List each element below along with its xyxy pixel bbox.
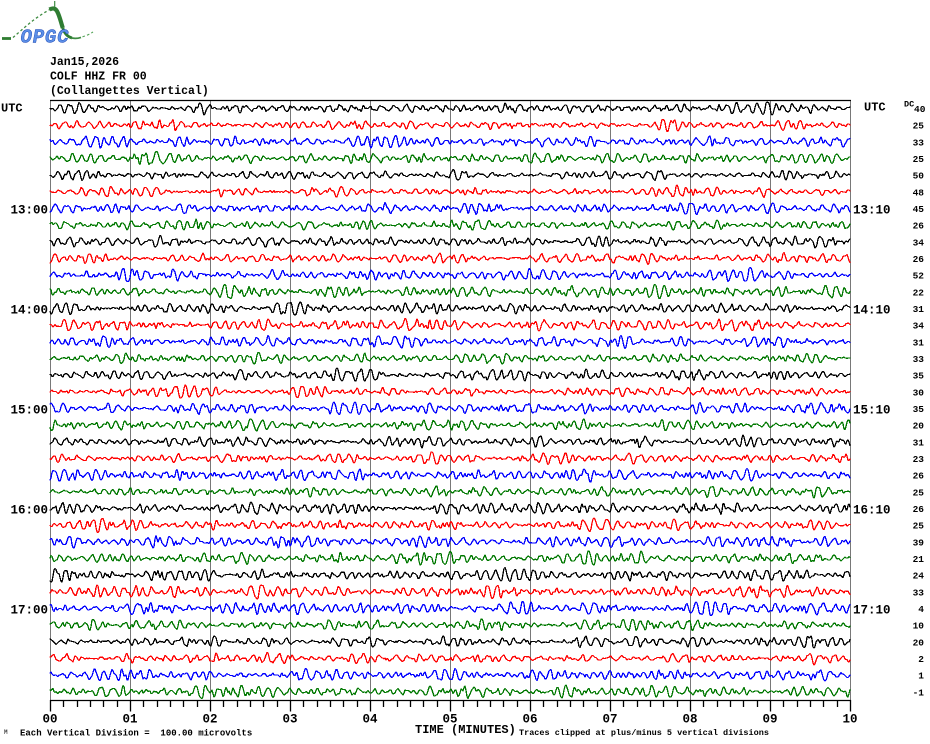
svg-text:13:10: 13:10	[853, 204, 891, 218]
svg-text:25: 25	[913, 487, 925, 498]
svg-text:14:10: 14:10	[853, 304, 891, 318]
svg-text:14:00: 14:00	[10, 304, 48, 318]
svg-text:02: 02	[202, 713, 217, 727]
svg-text:Each Vertical Division = 100.: Each Vertical Division = 100.00 microvol…	[20, 729, 252, 739]
svg-text:26: 26	[913, 504, 925, 515]
svg-text:34: 34	[913, 321, 925, 332]
svg-text:06: 06	[522, 713, 537, 727]
svg-text:M: M	[4, 729, 8, 736]
svg-text:00: 00	[42, 713, 57, 727]
svg-text:10: 10	[913, 621, 925, 632]
svg-text:TIME (MINUTES): TIME (MINUTES)	[415, 723, 516, 737]
svg-text:Jan15,2026: Jan15,2026	[50, 56, 119, 69]
svg-text:09: 09	[762, 713, 777, 727]
svg-text:34: 34	[913, 237, 925, 248]
svg-text:23: 23	[913, 454, 925, 465]
svg-text:31: 31	[913, 304, 925, 315]
svg-text:2: 2	[918, 654, 924, 665]
svg-text:4: 4	[918, 604, 924, 615]
svg-text:39: 39	[913, 537, 925, 548]
svg-text:25: 25	[913, 121, 925, 132]
svg-text:24: 24	[913, 571, 925, 582]
svg-text:04: 04	[362, 713, 378, 727]
svg-text:05: 05	[442, 713, 457, 727]
svg-text:40: 40	[914, 104, 926, 115]
svg-text:33: 33	[913, 587, 925, 598]
svg-text:10: 10	[842, 713, 857, 727]
svg-text:25: 25	[913, 521, 925, 532]
svg-text:48: 48	[913, 187, 925, 198]
svg-text:OPGC: OPGC	[21, 27, 70, 49]
svg-text:31: 31	[913, 437, 925, 448]
svg-text:20: 20	[913, 637, 925, 648]
svg-text:22: 22	[913, 287, 925, 298]
svg-text:26: 26	[913, 254, 925, 265]
svg-text:13:00: 13:00	[10, 204, 48, 218]
svg-text:35: 35	[913, 404, 925, 415]
svg-text:25: 25	[913, 154, 925, 165]
svg-text:21: 21	[913, 554, 925, 565]
svg-text:45: 45	[913, 204, 925, 215]
svg-text:31: 31	[913, 337, 925, 348]
svg-text:1: 1	[918, 671, 924, 682]
svg-text:UTC: UTC	[864, 101, 886, 115]
svg-text:26: 26	[913, 221, 925, 232]
svg-text:50: 50	[913, 171, 925, 182]
svg-text:03: 03	[282, 713, 297, 727]
svg-text:COLF HHZ FR 00: COLF HHZ FR 00	[50, 71, 147, 84]
svg-text:17:00: 17:00	[10, 604, 48, 618]
svg-text:DC: DC	[904, 100, 914, 110]
svg-text:20: 20	[913, 421, 925, 432]
svg-text:Traces clipped at plus/minus 5: Traces clipped at plus/minus 5 vertical …	[519, 728, 769, 738]
svg-text:UTC: UTC	[1, 102, 23, 116]
svg-text:17:10: 17:10	[853, 604, 891, 618]
svg-text:33: 33	[913, 137, 925, 148]
svg-text:(Collangettes Vertical): (Collangettes Vertical)	[50, 85, 209, 98]
svg-text:15:10: 15:10	[853, 404, 891, 418]
svg-text:52: 52	[913, 271, 925, 282]
svg-text:26: 26	[913, 471, 925, 482]
svg-text:-1: -1	[913, 687, 925, 698]
svg-text:08: 08	[682, 713, 697, 727]
svg-text:01: 01	[122, 713, 137, 727]
svg-text:07: 07	[602, 713, 617, 727]
svg-text:30: 30	[913, 387, 925, 398]
svg-text:33: 33	[913, 354, 925, 365]
svg-text:35: 35	[913, 371, 925, 382]
svg-text:16:00: 16:00	[10, 504, 48, 518]
svg-text:15:00: 15:00	[10, 404, 48, 418]
svg-text:16:10: 16:10	[853, 504, 891, 518]
